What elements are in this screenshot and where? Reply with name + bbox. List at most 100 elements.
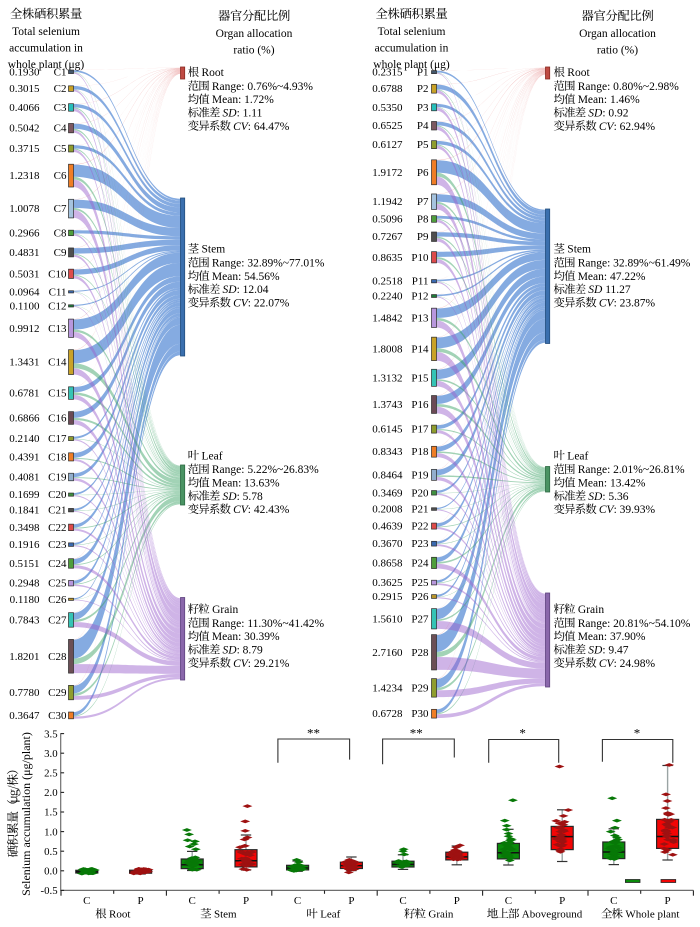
svg-text:Root: Root: [109, 909, 130, 921]
svg-text:0.6728: 0.6728: [372, 708, 403, 720]
svg-text:SD: 5.78: SD: 5.78: [223, 491, 264, 503]
svg-text:0.6127: 0.6127: [372, 139, 403, 151]
svg-text:C17: C17: [48, 433, 67, 445]
svg-text:*: *: [634, 726, 641, 741]
svg-text:0.2966: 0.2966: [9, 227, 40, 239]
svg-text:Organ allocation: Organ allocation: [216, 28, 293, 40]
svg-text:SD: 12.04: SD: 12.04: [223, 284, 269, 296]
svg-text:P1: P1: [417, 67, 429, 79]
svg-text:P14: P14: [411, 343, 429, 355]
svg-text:P6: P6: [417, 167, 429, 179]
svg-text:C23: C23: [48, 539, 67, 551]
svg-text:C28: C28: [48, 651, 67, 663]
svg-text:Leaf: Leaf: [202, 450, 223, 462]
svg-text:0.6788: 0.6788: [372, 83, 403, 95]
svg-text:**: **: [410, 726, 423, 741]
svg-text:C12: C12: [48, 300, 66, 312]
svg-text:SD: 5.36: SD: 5.36: [588, 491, 629, 503]
svg-text:C: C: [189, 895, 196, 907]
svg-text:P: P: [138, 895, 144, 907]
svg-text:Range: 32.89%~77.01%: Range: 32.89%~77.01%: [212, 258, 325, 270]
svg-text:Stem: Stem: [214, 909, 237, 921]
svg-text:C2: C2: [54, 83, 67, 95]
svg-text:Leaf: Leaf: [567, 450, 588, 462]
svg-text:P21: P21: [411, 504, 428, 516]
svg-text:P: P: [243, 895, 249, 907]
svg-text:Root: Root: [567, 67, 590, 79]
svg-text:C10: C10: [48, 268, 67, 280]
svg-text:0.2915: 0.2915: [372, 591, 403, 603]
svg-text:P11: P11: [412, 276, 429, 288]
svg-text:Mean: 30.39%: Mean: 30.39%: [212, 631, 280, 643]
svg-text:Range: 0.76%~4.93%: Range: 0.76%~4.93%: [212, 81, 314, 93]
svg-text:P17: P17: [411, 424, 429, 436]
svg-text:C6: C6: [54, 170, 67, 182]
svg-text:P: P: [665, 895, 671, 907]
svg-text:0.2240: 0.2240: [372, 291, 403, 303]
svg-text:1.8008: 1.8008: [372, 343, 403, 355]
svg-text:SD: 9.47: SD: 9.47: [588, 645, 629, 657]
svg-text:0.4081: 0.4081: [9, 472, 39, 484]
svg-text:1.0078: 1.0078: [9, 203, 40, 215]
svg-text:P25: P25: [411, 577, 429, 589]
svg-text:P26: P26: [411, 591, 429, 603]
svg-text:1.3132: 1.3132: [372, 372, 402, 384]
svg-text:**: **: [307, 726, 320, 741]
svg-text:ratio (%): ratio (%): [233, 45, 274, 57]
svg-text:Grain: Grain: [578, 604, 604, 616]
svg-text:CV: 62.94%: CV: 62.94%: [599, 121, 656, 133]
svg-text:ratio (%): ratio (%): [597, 45, 638, 57]
svg-text:C26: C26: [48, 594, 67, 606]
svg-text:C: C: [399, 895, 406, 907]
svg-text:1.9172: 1.9172: [372, 167, 402, 179]
svg-text:Mean: 47.22%: Mean: 47.22%: [578, 271, 646, 283]
svg-text:2.7160: 2.7160: [372, 647, 403, 659]
svg-text:0.5: 0.5: [44, 846, 58, 858]
svg-text:0.5096: 0.5096: [372, 214, 403, 226]
svg-text:0.2008: 0.2008: [372, 504, 403, 516]
svg-text:0.3015: 0.3015: [9, 83, 40, 95]
svg-text:1.4842: 1.4842: [372, 312, 402, 324]
svg-text:C4: C4: [54, 123, 67, 135]
svg-text:0.0964: 0.0964: [9, 286, 40, 298]
svg-text:Aboveground: Aboveground: [522, 909, 583, 921]
svg-text:0.1916: 0.1916: [9, 539, 40, 551]
svg-text:0.7780: 0.7780: [9, 687, 40, 699]
svg-text:Range: 11.30%~41.42%: Range: 11.30%~41.42%: [212, 618, 325, 630]
svg-text:-0.5: -0.5: [41, 885, 58, 897]
svg-text:2.0: 2.0: [44, 787, 58, 799]
svg-text:1.5: 1.5: [44, 807, 58, 819]
svg-text:SD 11.27: SD 11.27: [588, 284, 631, 296]
svg-text:P12: P12: [411, 291, 428, 303]
svg-text:0.8343: 0.8343: [372, 446, 403, 458]
svg-text:Mean: 1.72%: Mean: 1.72%: [212, 94, 274, 106]
svg-text:0.6525: 0.6525: [372, 120, 403, 132]
svg-text:C29: C29: [48, 687, 67, 699]
svg-text:C24: C24: [48, 558, 67, 570]
svg-text:1.8201: 1.8201: [9, 651, 39, 663]
svg-text:0.0: 0.0: [44, 866, 58, 878]
svg-text:0.1180: 0.1180: [10, 594, 40, 606]
svg-text:0.1699: 0.1699: [9, 489, 40, 501]
svg-text:0.1841: 0.1841: [9, 505, 39, 517]
svg-text:P2: P2: [417, 83, 429, 95]
svg-text:Grain: Grain: [212, 604, 238, 616]
svg-text:0.4639: 0.4639: [372, 521, 403, 533]
svg-text:P: P: [348, 895, 354, 907]
svg-text:3.0: 3.0: [44, 748, 58, 760]
svg-text:0.5151: 0.5151: [9, 558, 39, 570]
svg-text:Grain: Grain: [428, 909, 454, 921]
svg-text:C11: C11: [49, 286, 67, 298]
svg-text:0.7267: 0.7267: [372, 231, 403, 243]
svg-text:P18: P18: [411, 446, 429, 458]
svg-text:C8: C8: [54, 227, 67, 239]
svg-text:P24: P24: [411, 557, 429, 569]
svg-text:Leaf: Leaf: [320, 909, 340, 921]
svg-text:Range: 2.01%~26.81%: Range: 2.01%~26.81%: [578, 464, 685, 476]
svg-text:Mean: 1.46%: Mean: 1.46%: [578, 94, 640, 106]
svg-text:0.2518: 0.2518: [372, 276, 403, 288]
svg-text:*: *: [519, 726, 526, 741]
svg-text:0.4831: 0.4831: [9, 247, 39, 259]
svg-text:accumulation in: accumulation in: [9, 43, 83, 55]
svg-text:0.8658: 0.8658: [372, 557, 403, 569]
